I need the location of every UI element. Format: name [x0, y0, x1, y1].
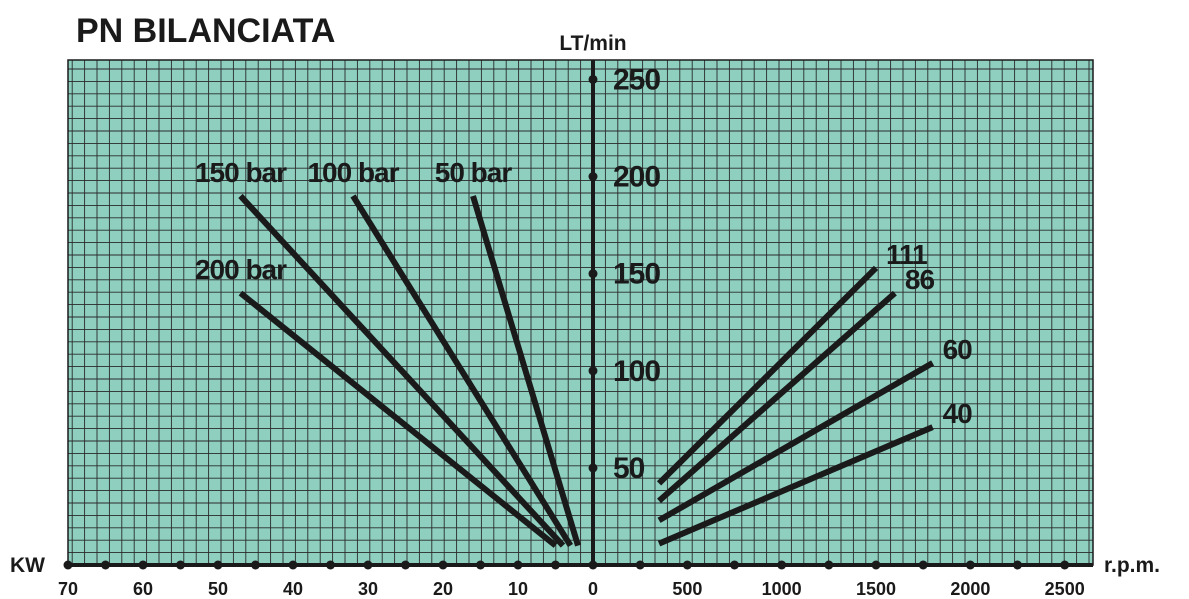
x-tick-dot-rpm: [965, 560, 975, 570]
labels-group: PN BILANCIATA LT/min KW r.p.m.: [10, 12, 1160, 577]
x-tick-label-rpm: 2500: [1045, 579, 1085, 599]
x-tick-label-kw: 50: [208, 579, 228, 599]
series-label-200-bar: 200 bar: [195, 254, 287, 285]
x-tick-dot-rpm: [871, 560, 881, 570]
x-tick-label-rpm: 2000: [950, 579, 990, 599]
x-tick-dot-kw: [363, 560, 373, 570]
series-label-100-bar: 100 bar: [307, 157, 399, 188]
x-tick-label-kw: 10: [508, 579, 528, 599]
x-tick-label-rpm: 1500: [856, 579, 896, 599]
grid: [67, 59, 1094, 566]
x-tick-dot-kw: [176, 560, 185, 570]
y-tick-label: 200: [613, 161, 660, 194]
y-tick-label: 50: [613, 452, 645, 485]
x-tick-dot-kw: [513, 560, 523, 570]
x-axis-label-kw: KW: [10, 554, 45, 577]
x-tick-dot-rpm: [777, 560, 787, 570]
x-tick-dot-rpm: [730, 560, 740, 570]
y-tick-dot: [588, 74, 598, 84]
y-tick-label: 100: [613, 355, 660, 388]
x-tick-dot-rpm: [918, 560, 928, 570]
x-tick-label-kw: 0: [588, 579, 598, 599]
x-tick-label-kw: 30: [358, 579, 378, 599]
x-tick-dot-rpm: [824, 560, 834, 570]
series-line-86: [657, 290, 897, 504]
y-axis-label: LT/min: [559, 32, 626, 55]
x-tick-dot-kw: [63, 560, 73, 570]
y-tick-dot: [588, 172, 598, 182]
x-tick-label-rpm: 1000: [762, 579, 802, 599]
x-tick-dot-kw: [401, 560, 410, 570]
x-axis-label-rpm: r.p.m.: [1104, 554, 1160, 577]
series-line-150-bar: [238, 193, 566, 548]
series-label-150-bar: 150 bar: [195, 157, 287, 188]
series-label-60: 60: [943, 334, 973, 365]
x-tick-label-rpm: 500: [672, 579, 702, 599]
series-line-40: [657, 424, 934, 547]
x-tick-dot-kw: [588, 560, 598, 570]
x-tick-dot-kw: [213, 560, 223, 570]
x-tick-label-kw: 20: [433, 579, 453, 599]
x-tick-dot-rpm: [682, 560, 692, 570]
x-tick-dot-kw: [251, 560, 260, 570]
y-tick-label: 150: [613, 258, 660, 291]
x-tick-dot-kw: [138, 560, 148, 570]
chart-title: PN BILANCIATA: [76, 12, 335, 50]
series-label-111: 111: [886, 239, 927, 270]
series-label-40: 40: [943, 398, 973, 429]
series-line-50-bar: [470, 195, 581, 547]
series-label-50-bar: 50 bar: [435, 157, 513, 188]
x-tick-dot-kw: [101, 560, 110, 570]
series-line-60: [657, 360, 935, 523]
x-tick-dot-rpm: [1013, 560, 1023, 570]
x-tick-dot-kw: [551, 560, 560, 570]
y-tick-dot: [588, 366, 598, 376]
x-tick-dot-rpm: [635, 560, 645, 570]
series-line-100-bar: [350, 194, 574, 548]
y-tick-dot: [588, 269, 598, 279]
y-tick-label: 250: [613, 63, 660, 96]
x-tick-dot-kw: [476, 560, 485, 570]
x-tick-dot-kw: [288, 560, 298, 570]
x-tick-label-kw: 40: [283, 579, 303, 599]
series-line-200-bar: [238, 290, 558, 548]
x-tick-label-kw: 60: [133, 579, 153, 599]
x-tick-dot-kw: [326, 560, 335, 570]
x-tick-dot-kw: [438, 560, 448, 570]
x-tick-label-kw: 70: [58, 579, 78, 599]
series-line-111: [656, 265, 879, 486]
x-tick-dot-rpm: [1060, 560, 1070, 570]
series-label-86: 86: [905, 264, 935, 295]
y-tick-dot: [588, 463, 598, 473]
